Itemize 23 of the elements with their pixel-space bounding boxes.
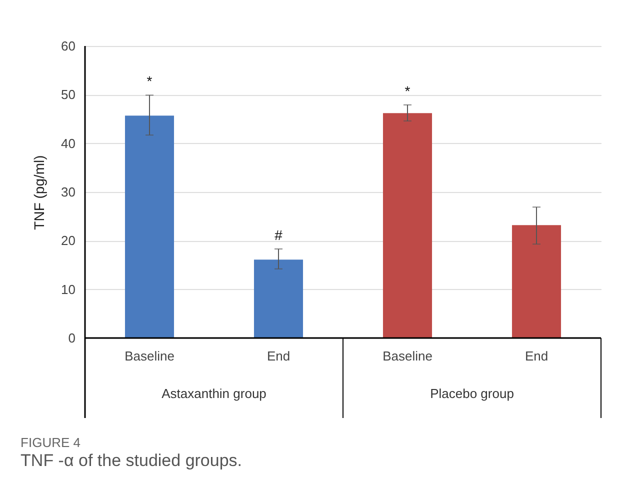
x-tick-label: End <box>266 348 290 364</box>
bar <box>124 116 174 338</box>
x-tick-label: Baseline <box>382 348 432 364</box>
data-label: # <box>274 226 283 243</box>
text: Astaxanthin group <box>162 386 266 401</box>
data-label: * <box>404 82 411 99</box>
bar <box>254 260 304 338</box>
x-tick-label: End <box>524 348 548 364</box>
y-tick-label: 30 <box>61 184 76 200</box>
text: TNF -α of the studied groups. <box>20 450 242 470</box>
y-tick-label: 0 <box>68 330 76 346</box>
y-tick-label: 40 <box>61 136 76 151</box>
text: Placebo group <box>430 386 514 401</box>
x-tick-label: Baseline <box>124 348 174 364</box>
y-tick-label: 20 <box>61 233 76 248</box>
y-tick-label: 10 <box>61 282 76 297</box>
y-tick-label: 60 <box>61 38 76 54</box>
text: FIGURE 4 <box>20 434 81 450</box>
data-label: * <box>146 73 153 90</box>
y-axis-title: TNF (pg/ml) <box>31 155 48 230</box>
y-tick-label: 50 <box>61 87 76 102</box>
bar <box>382 113 432 338</box>
bar <box>512 225 562 338</box>
